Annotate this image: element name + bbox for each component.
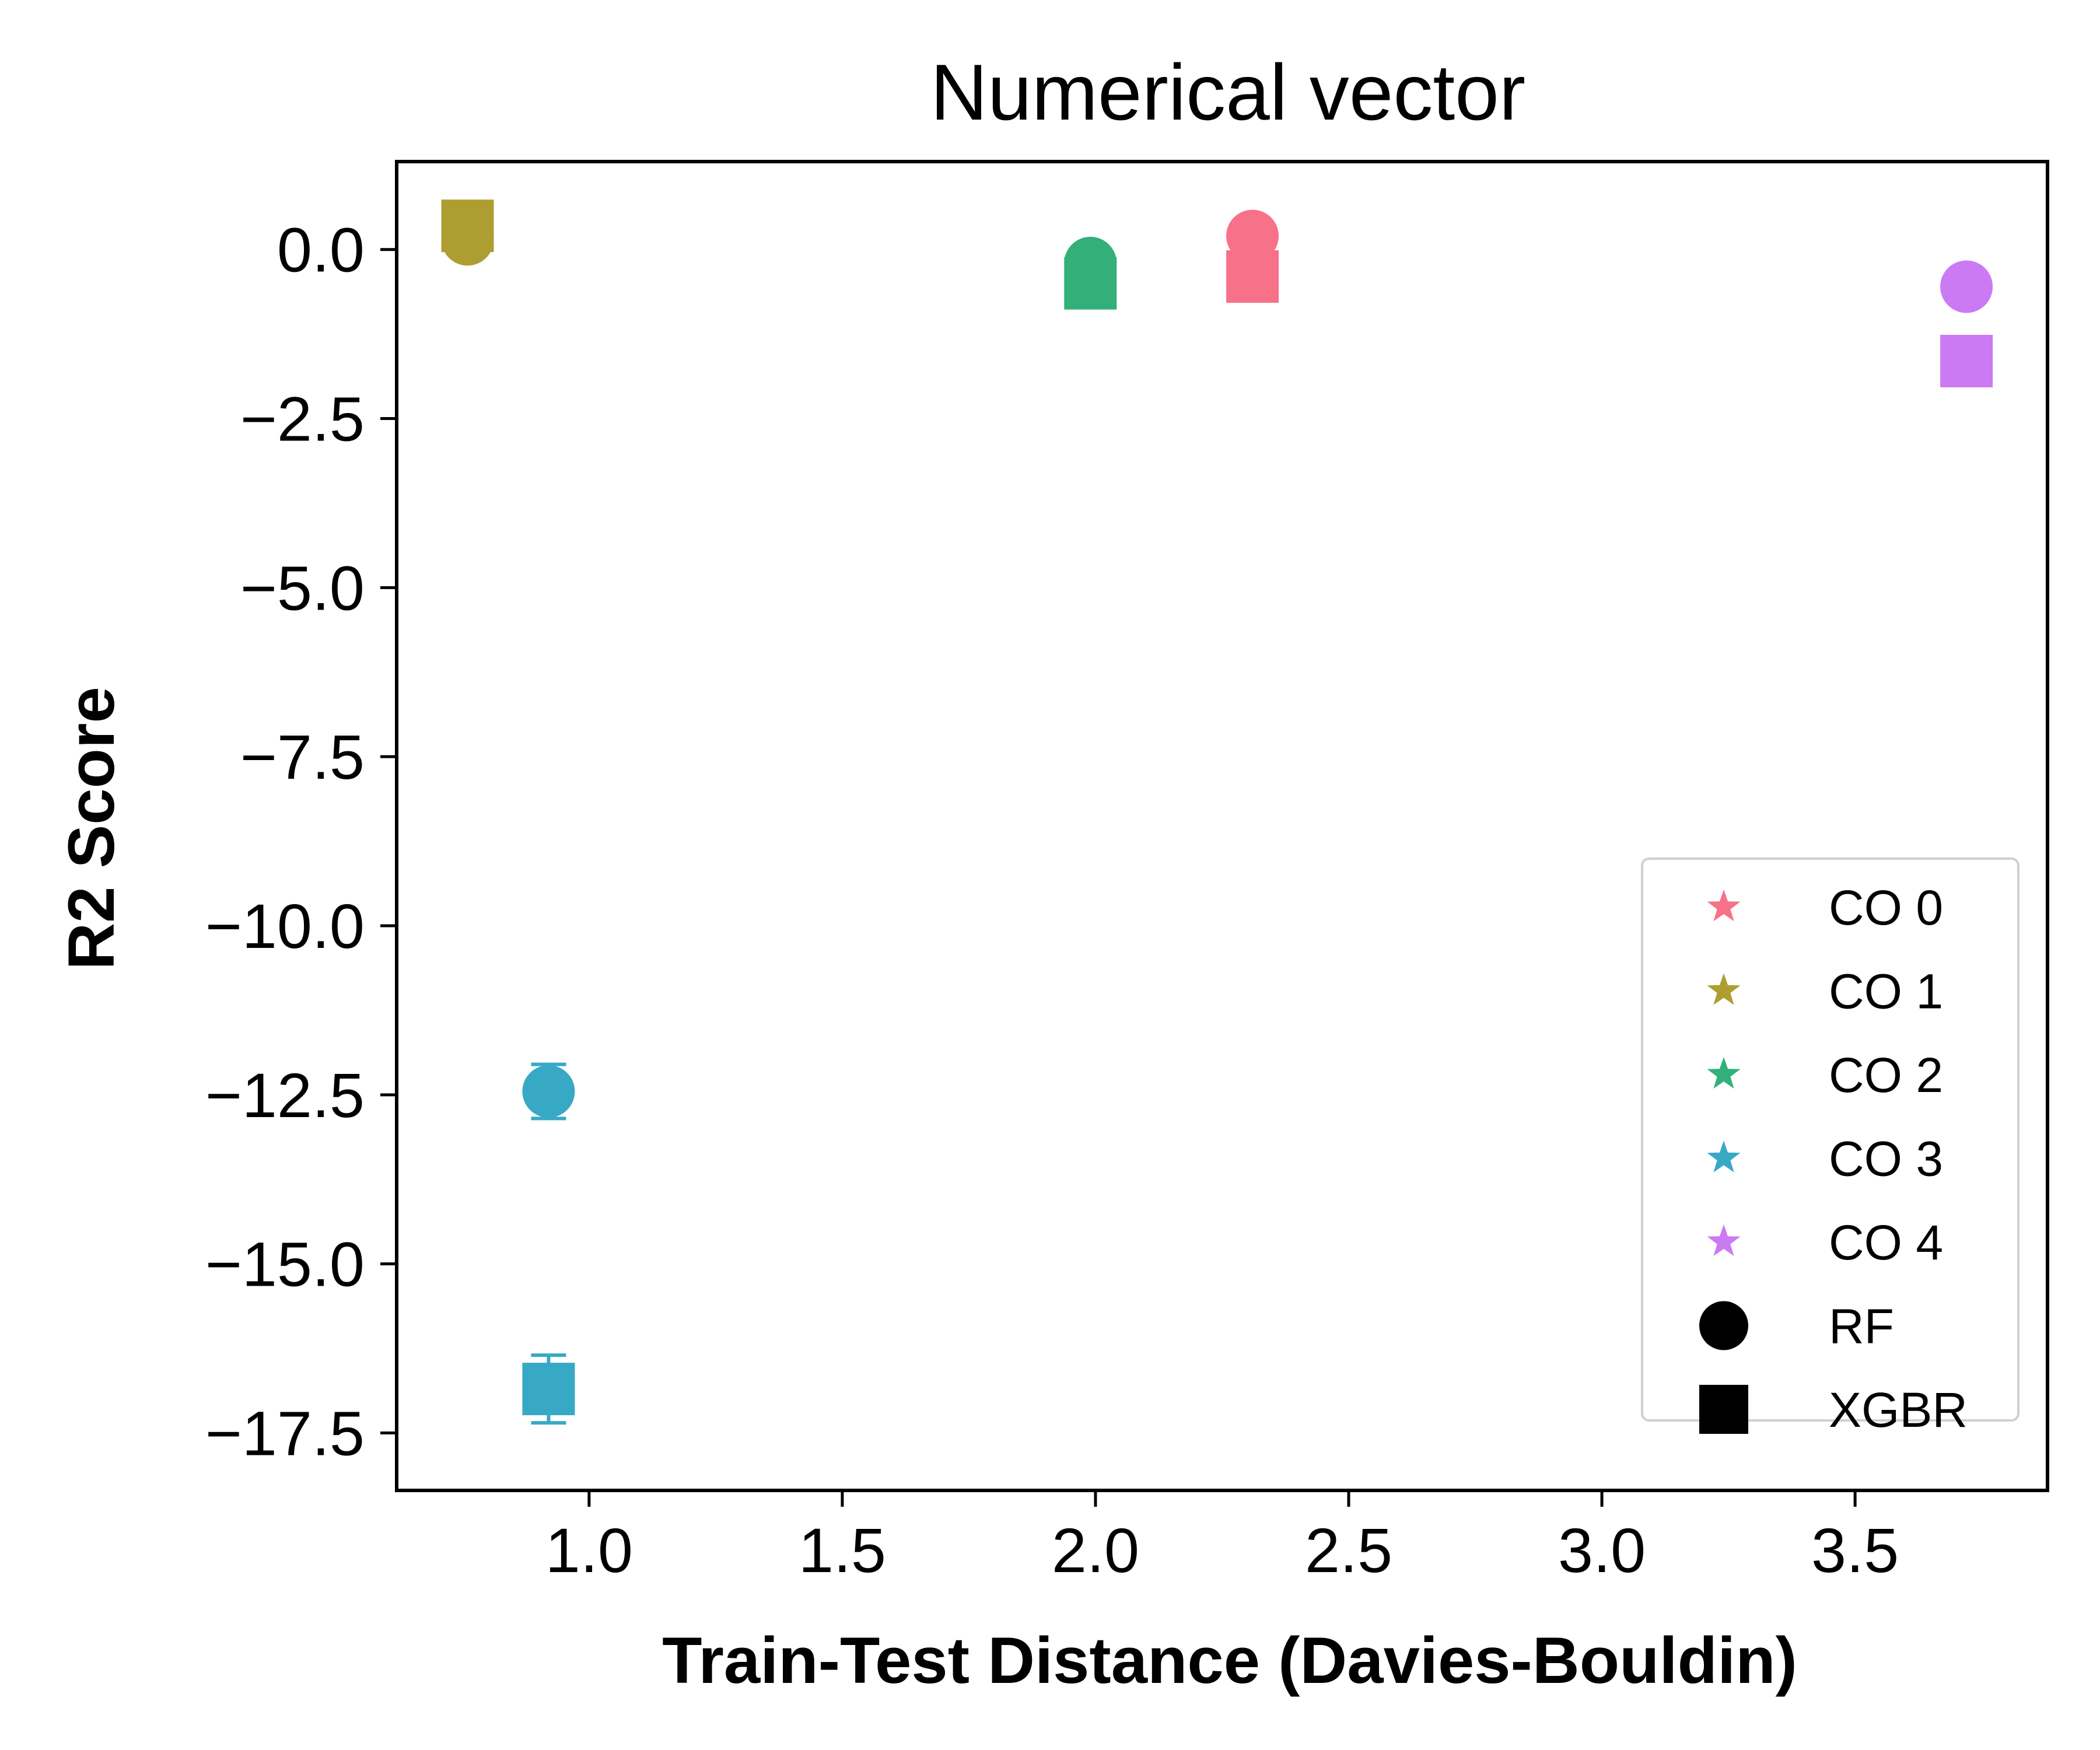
point-co3-xgbr [522,1363,575,1416]
x-tick-label: 1.5 [799,1515,886,1586]
legend-square-icon [1699,1385,1748,1434]
point-co4-rf [1940,260,1993,313]
legend-star-icon [1707,1140,1741,1172]
legend-label: CO 2 [1829,1048,1943,1102]
legend-circle-icon [1699,1301,1748,1350]
y-tick-label: −12.5 [205,1060,365,1130]
legend-label: XGBR [1829,1382,1968,1437]
plot-area [441,200,1993,1425]
legend-label: CO 1 [1829,964,1943,1019]
legend-box [1641,858,2020,1422]
legend-star-icon [1707,1057,1741,1089]
y-tick-label: −15.0 [205,1229,365,1300]
x-tick-label: 3.5 [1811,1515,1899,1586]
y-tick-label: −7.5 [240,722,365,792]
x-tick-label: 1.0 [545,1515,633,1586]
y-tick-label: 0.0 [277,215,365,285]
legend-label: CO 3 [1829,1132,1943,1186]
point-co1-xgbr [441,200,494,253]
x-tick-label: 2.5 [1305,1515,1392,1586]
legend-label: CO 4 [1829,1215,1943,1270]
x-tick-label: 3.0 [1558,1515,1646,1586]
legend-star-icon [1707,890,1741,922]
y-tick-label: −5.0 [240,552,365,623]
point-co3-rf [522,1065,575,1118]
y-tick-label: −10.0 [205,891,365,961]
point-co0-xgbr [1226,250,1279,303]
legend: CO 0 CO 1 CO 2 CO 3 CO 4 RF XGBR [1641,858,2020,1437]
x-axis-title: Train-Test Distance (Davies-Bouldin) [662,1624,1797,1697]
y-axis-title: R2 Score [55,687,128,970]
y-tick-label: −2.5 [240,384,365,454]
x-axis: 1.0 1.5 2.0 2.5 3.0 3.5 [545,1490,1899,1586]
point-co2-xgbr [1064,257,1117,310]
legend-star-icon [1707,973,1741,1005]
legend-label: CO 0 [1829,880,1943,935]
legend-label: RF [1829,1299,1894,1354]
chart-title: Numerical vector [930,48,1525,136]
point-co4-xgbr [1940,334,1993,387]
legend-star-icon [1707,1224,1741,1256]
y-tick-label: −17.5 [205,1398,365,1468]
y-axis: 0.0 −2.5 −5.0 −7.5 −10.0 −12.5 −15.0 −17.5 [205,215,397,1468]
x-tick-label: 2.0 [1052,1515,1139,1586]
plot-frame [395,160,2049,1492]
point-co0-rf [1226,209,1279,262]
